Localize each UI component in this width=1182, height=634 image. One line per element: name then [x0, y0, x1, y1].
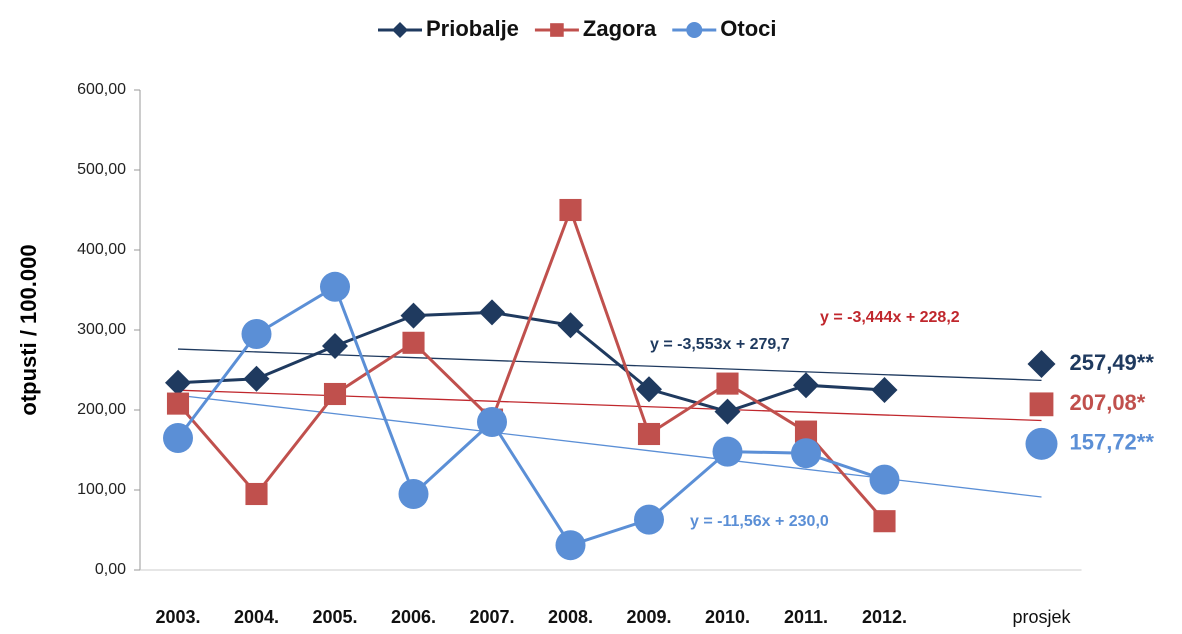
y-axis-label: otpusti / 100.000	[16, 244, 41, 415]
data-point	[323, 382, 347, 406]
x-tick-label: prosjek	[1012, 607, 1071, 627]
data-point	[402, 331, 425, 354]
data-point	[165, 369, 191, 396]
x-tick-label: 2008.	[548, 607, 593, 627]
x-tick-label: 2012.	[862, 607, 907, 627]
y-tick-label: 400,00	[77, 241, 126, 258]
average-marker	[1027, 350, 1056, 379]
average-label: 207,08*	[1070, 390, 1146, 415]
x-tick-label: 2011.	[784, 607, 828, 627]
data-point	[320, 271, 350, 302]
data-point	[869, 464, 900, 495]
y-tick-label: 500,00	[77, 161, 126, 178]
data-point	[163, 423, 193, 453]
data-point	[637, 422, 661, 446]
x-tick-label: 2003.	[155, 607, 200, 627]
data-point	[634, 504, 664, 535]
data-point	[241, 319, 272, 349]
data-point	[477, 407, 507, 437]
legend-marker	[550, 23, 564, 37]
legend-marker	[392, 22, 408, 38]
x-tick-label: 2009.	[626, 607, 671, 627]
y-tick-label: 200,00	[77, 401, 126, 418]
data-point	[398, 479, 429, 509]
data-point	[559, 198, 582, 222]
data-point	[243, 365, 270, 392]
data-point	[555, 530, 586, 561]
series-line	[176, 284, 885, 547]
trendline	[177, 389, 1042, 422]
average-label: 257,49**	[1070, 350, 1155, 375]
trendline	[177, 348, 1042, 381]
y-tick-label: 0,00	[95, 561, 126, 578]
data-point	[400, 302, 427, 329]
data-point	[322, 333, 348, 359]
x-tick-label: 2004.	[234, 607, 279, 627]
data-point	[793, 372, 819, 399]
average-marker	[1025, 427, 1058, 460]
data-point	[636, 376, 662, 403]
trendline-equation: y = -3,553x + 279,7	[650, 336, 790, 353]
y-tick-label: 100,00	[77, 481, 126, 498]
trendline-equation: y = -3,444x + 228,2	[820, 309, 960, 326]
data-point	[791, 438, 821, 469]
x-tick-label: 2010.	[705, 607, 750, 627]
data-point	[479, 299, 505, 326]
legend-label: Zagora	[583, 16, 657, 41]
y-tick-label: 300,00	[77, 321, 126, 338]
data-point	[794, 420, 818, 443]
data-point	[712, 436, 743, 467]
x-tick-label: 2005.	[312, 607, 357, 627]
average-marker	[1029, 392, 1054, 417]
trendline-equation: y = -11,56x + 230,0	[690, 513, 829, 530]
data-point	[873, 510, 896, 533]
data-point	[871, 377, 898, 403]
x-tick-label: 2007.	[469, 607, 514, 627]
legend-marker	[686, 22, 703, 38]
data-point	[166, 392, 190, 415]
y-tick-label: 600,00	[77, 81, 126, 98]
x-tick-label: 2006.	[391, 607, 436, 627]
legend-label: Otoci	[720, 16, 776, 41]
data-point	[557, 312, 584, 339]
series-line	[176, 205, 886, 523]
legend-label: Priobalje	[426, 16, 519, 41]
data-point	[716, 372, 739, 395]
data-point	[245, 482, 268, 506]
trendline	[177, 394, 1042, 498]
data-point	[714, 398, 741, 425]
average-label: 157,72**	[1070, 430, 1155, 455]
